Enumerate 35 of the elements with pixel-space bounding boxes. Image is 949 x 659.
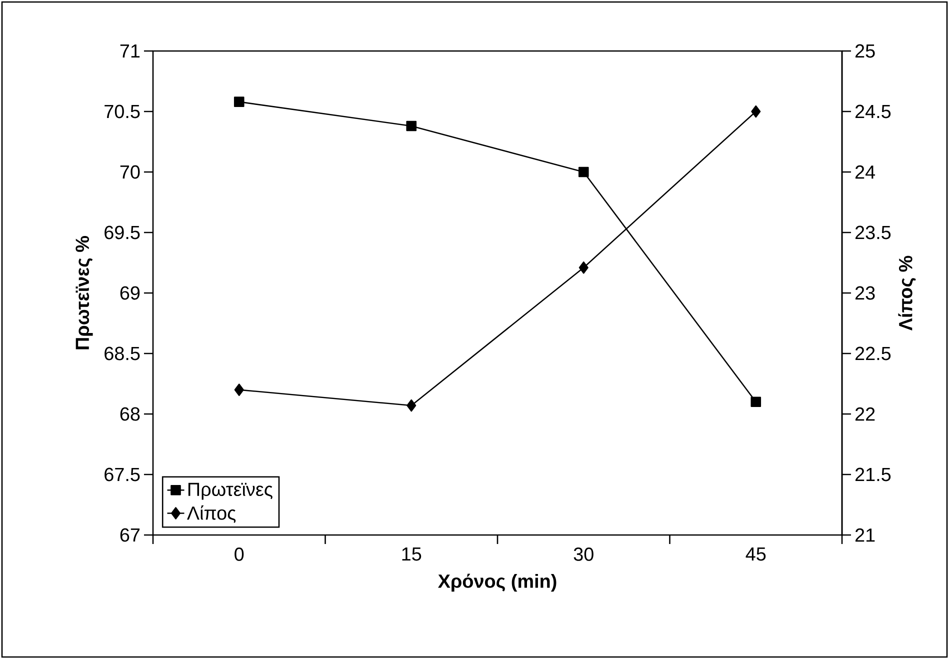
y-tick-label: 71 [120, 44, 140, 58]
y2-tick-label: 24.5 [855, 104, 891, 118]
y-tick-label: 70 [120, 165, 140, 179]
y-tick-label: 67 [120, 528, 140, 542]
y-tick-label: 69.5 [104, 226, 140, 240]
point [234, 384, 244, 396]
y2-tick-label: 22.5 [855, 346, 891, 360]
x-tick-label: 15 [402, 548, 422, 561]
y-tick-label: 68 [120, 407, 140, 421]
point [234, 96, 244, 107]
point [578, 166, 589, 178]
x-tick-label: 30 [574, 548, 594, 561]
x-tick-label: 0 [234, 548, 244, 561]
point [750, 396, 762, 408]
point [578, 261, 588, 274]
x-tick-label: 45 [746, 548, 766, 561]
point [406, 399, 416, 412]
y2-tick-label: 23.5 [855, 226, 891, 240]
point [751, 105, 761, 118]
y-axis-title: Πρωτεϊνες % [76, 236, 93, 350]
point [406, 120, 417, 132]
y2-tick-label: 24 [855, 165, 876, 179]
x-axis-title: Χρόνος (min) [438, 574, 556, 592]
y-tick-label: 69 [120, 286, 140, 300]
y2-tick-label: 23 [855, 286, 875, 300]
y2-tick-label: 21.5 [855, 468, 891, 482]
y2-tick-label: 21 [855, 528, 875, 542]
y2-tick-label: 22 [855, 407, 875, 421]
y-tick-label: 68.5 [104, 346, 140, 360]
legend-label: Λίπος [187, 505, 236, 523]
y2-tick-label: 25 [855, 44, 875, 58]
y2-axis-title: Λίπος % [898, 256, 916, 331]
y-tick-label: 70.5 [104, 104, 140, 118]
legend-label: Πρωτεϊνες [188, 482, 272, 500]
y-tick-label: 67.5 [104, 468, 140, 482]
